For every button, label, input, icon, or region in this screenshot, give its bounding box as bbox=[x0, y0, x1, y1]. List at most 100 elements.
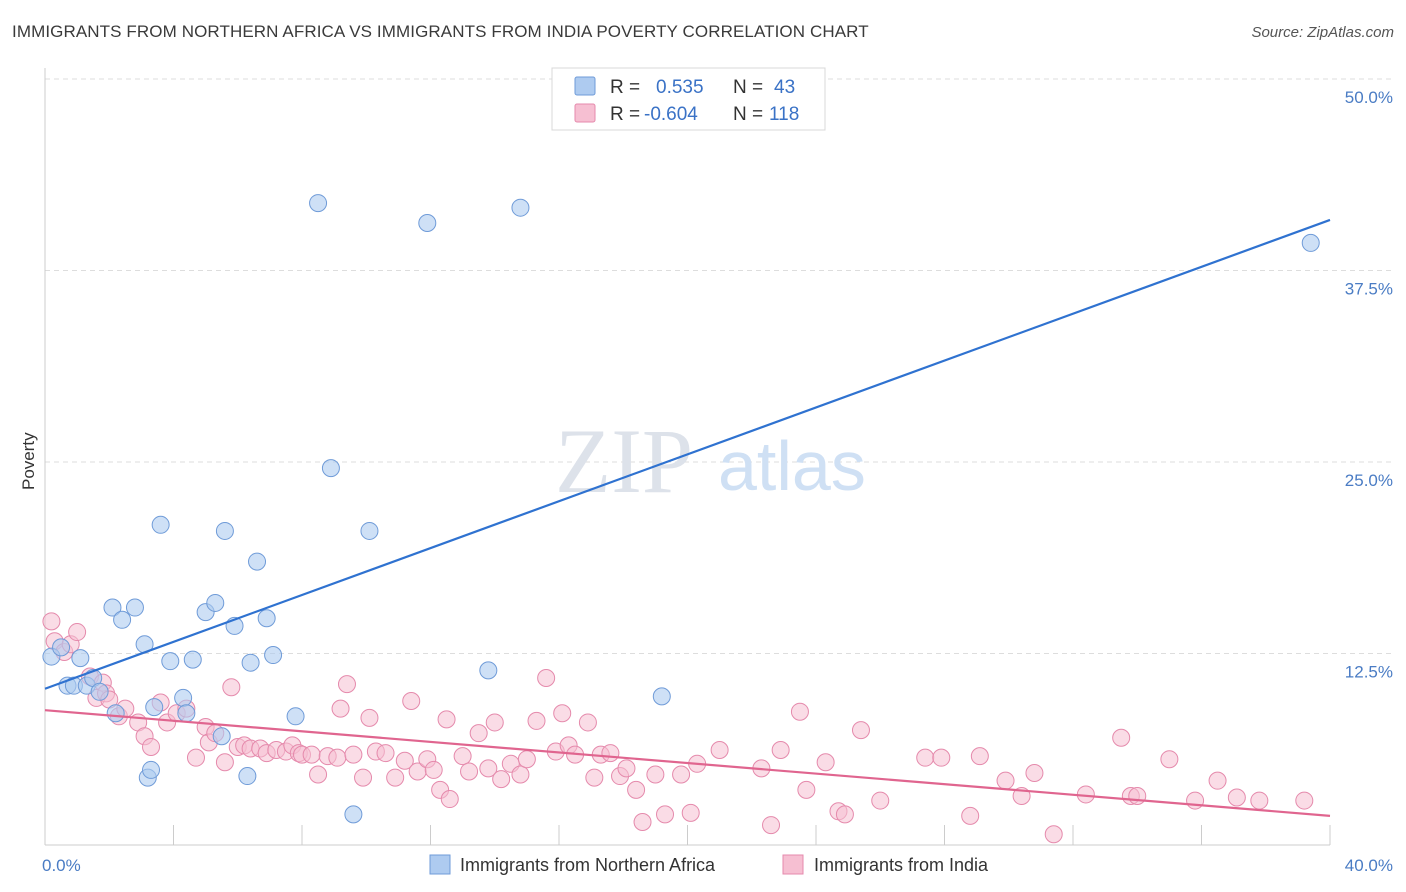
india-point bbox=[511, 765, 530, 784]
india-point bbox=[1044, 825, 1063, 844]
legend: R = 0.535 N = 43 R = -0.604 N = 118 bbox=[551, 67, 826, 131]
india-point bbox=[360, 708, 379, 727]
watermark-atlas: atlas bbox=[718, 427, 866, 505]
india-point bbox=[485, 713, 504, 732]
india-point bbox=[656, 805, 675, 824]
bottom-legend-swatch-pink bbox=[782, 854, 804, 875]
india-point bbox=[517, 750, 536, 769]
northern-africa-point bbox=[125, 598, 144, 617]
india-point bbox=[424, 760, 443, 779]
northern-africa-point bbox=[479, 661, 498, 680]
india-point bbox=[646, 765, 665, 784]
india-point bbox=[553, 704, 572, 723]
legend-swatch-blue bbox=[574, 76, 596, 96]
y-tick-labels: 12.5% 25.0% 37.5% 50.0% bbox=[1345, 88, 1393, 682]
india-point bbox=[337, 675, 356, 694]
india-point bbox=[492, 770, 511, 789]
northern-africa-point bbox=[151, 515, 170, 534]
northern-africa-point bbox=[90, 682, 109, 701]
india-point bbox=[1160, 750, 1179, 769]
northern-africa-point bbox=[177, 704, 196, 723]
india-point bbox=[437, 710, 456, 729]
india-point bbox=[1208, 771, 1227, 790]
northern-africa-point bbox=[257, 609, 276, 628]
northern-africa-point bbox=[71, 649, 90, 668]
northern-africa-point bbox=[183, 650, 202, 669]
legend-swatch-pink bbox=[574, 103, 596, 123]
india-point bbox=[328, 748, 347, 767]
india-point bbox=[68, 623, 87, 642]
y-tick-label: 12.5% bbox=[1345, 663, 1393, 682]
india-point bbox=[402, 691, 421, 710]
india-point bbox=[309, 765, 328, 784]
northern-africa-point bbox=[344, 805, 363, 824]
india-point bbox=[1128, 786, 1147, 805]
legend-r-value: -0.604 bbox=[644, 104, 698, 125]
india-point bbox=[395, 751, 414, 770]
series-northern-africa-points bbox=[42, 194, 1320, 824]
northern-africa-point bbox=[286, 707, 305, 726]
chart-title: IMMIGRANTS FROM NORTHERN AFRICA VS IMMIG… bbox=[12, 22, 869, 41]
northern-africa-point bbox=[321, 459, 340, 478]
india-point bbox=[469, 724, 488, 743]
northern-africa-point bbox=[142, 760, 161, 779]
northern-africa-point bbox=[264, 646, 283, 665]
india-point bbox=[585, 768, 604, 787]
india-point bbox=[142, 737, 161, 756]
india-point bbox=[460, 762, 479, 781]
india-point bbox=[601, 744, 620, 763]
trend-lines bbox=[44, 218, 1331, 817]
northern-africa-point bbox=[309, 194, 328, 213]
x-tick-label: 0.0% bbox=[42, 856, 81, 875]
source-label: Source: ZipAtlas.com bbox=[1251, 24, 1394, 41]
india-point bbox=[710, 741, 729, 760]
india-point bbox=[970, 747, 989, 766]
northern-africa-point bbox=[113, 610, 132, 629]
northern-africa-point bbox=[652, 687, 671, 706]
watermark: ZIP atlas bbox=[555, 410, 866, 512]
india-point bbox=[453, 747, 472, 766]
india-point bbox=[835, 805, 854, 824]
india-point bbox=[996, 771, 1015, 790]
x-tick-label: 40.0% bbox=[1345, 856, 1393, 875]
northern-africa-point bbox=[215, 521, 234, 540]
legend-r-label: R = bbox=[610, 77, 640, 98]
india-point bbox=[681, 803, 700, 822]
india-point bbox=[1112, 728, 1131, 747]
india-point bbox=[302, 745, 321, 764]
india-point bbox=[537, 669, 556, 688]
northern-africa-point bbox=[206, 593, 225, 612]
northern-africa-point bbox=[161, 652, 180, 671]
northern-africa-point bbox=[418, 214, 437, 233]
northern-africa-point bbox=[241, 653, 260, 672]
northern-africa-point bbox=[1301, 233, 1320, 252]
y-tick-label: 50.0% bbox=[1345, 88, 1393, 107]
india-point bbox=[440, 790, 459, 809]
india-point bbox=[797, 780, 816, 799]
bottom-legend-label-india: Immigrants from India bbox=[814, 855, 989, 875]
y-tick-label: 25.0% bbox=[1345, 471, 1393, 490]
legend-n-value: 118 bbox=[769, 104, 799, 125]
legend-box bbox=[551, 67, 826, 131]
bottom-legend-label-northern-africa: Immigrants from Northern Africa bbox=[460, 855, 716, 875]
y-tick-label: 37.5% bbox=[1345, 280, 1393, 299]
india-point bbox=[771, 741, 790, 760]
axes bbox=[44, 68, 1331, 846]
india-point bbox=[42, 612, 61, 631]
india-point bbox=[932, 748, 951, 767]
northern-africa-point bbox=[360, 521, 379, 540]
northern-africa-point bbox=[248, 552, 267, 571]
india-point bbox=[386, 768, 405, 787]
bottom-legend: Immigrants from Northern Africa Immigran… bbox=[429, 854, 989, 875]
india-point bbox=[354, 768, 373, 787]
northern-africa-point bbox=[511, 198, 530, 217]
gridlines bbox=[45, 78, 1392, 654]
northern-africa-point bbox=[52, 638, 71, 657]
india-point bbox=[790, 702, 809, 721]
india-point bbox=[1186, 791, 1205, 810]
india-point bbox=[762, 816, 781, 835]
y-axis-title: Poverty bbox=[19, 432, 38, 490]
series-india-points bbox=[42, 612, 1314, 844]
india-point bbox=[479, 759, 498, 778]
